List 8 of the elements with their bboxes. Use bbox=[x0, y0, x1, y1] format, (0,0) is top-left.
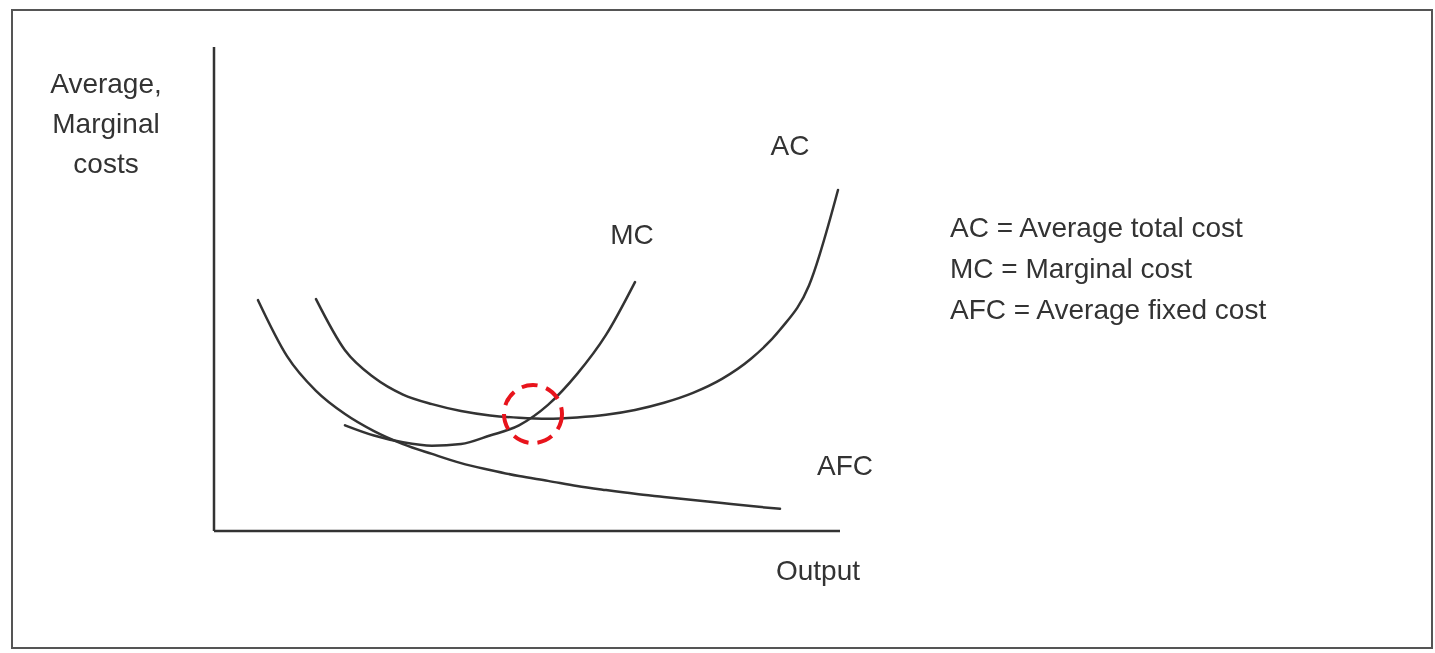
series-label: AC bbox=[770, 130, 810, 161]
text: AC = Average total cost bbox=[950, 212, 1244, 243]
series-label: MC bbox=[610, 219, 654, 251]
series-label: AFC bbox=[817, 449, 873, 481]
y-axis-title: Average, Marginal costs bbox=[50, 68, 162, 179]
text: AFC = Average fixed cost bbox=[950, 294, 1267, 325]
text: MC = Marginal cost bbox=[950, 253, 1193, 284]
x-axis-title: Output bbox=[775, 555, 861, 586]
